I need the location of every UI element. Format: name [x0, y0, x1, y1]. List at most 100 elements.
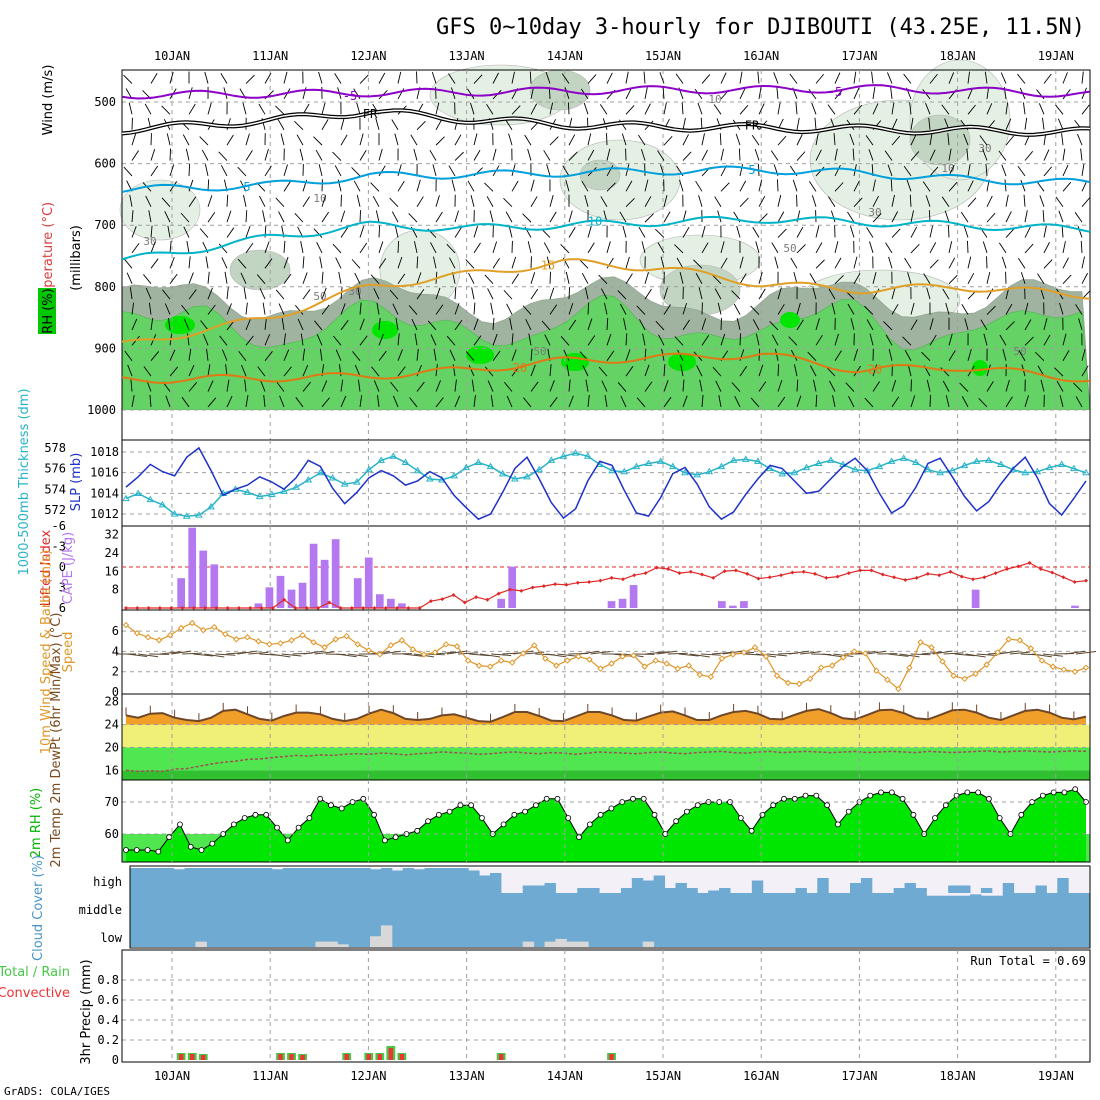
wind-barb [617, 382, 627, 392]
wind-barb [755, 333, 760, 346]
li-tick: -3 [52, 540, 66, 554]
pressure-tick: 500 [94, 95, 116, 109]
wind-barb [1074, 212, 1083, 223]
wind-barb [948, 182, 958, 192]
thickness-point [729, 456, 738, 463]
wind-barb [701, 133, 705, 146]
cloud-bar [959, 895, 971, 920]
wind-speed-point [884, 676, 891, 684]
li-point [632, 573, 637, 578]
wind-barb [340, 395, 347, 408]
cloud-bar [653, 893, 666, 920]
wind-barb [583, 102, 589, 115]
isotherm-label: -5 [343, 89, 357, 103]
wind-barb [947, 133, 950, 146]
wind-barb [984, 71, 988, 84]
cloud-bar [217, 893, 229, 920]
wind-barb [1062, 164, 1069, 177]
wind-barb [352, 351, 361, 362]
wind-barb [1042, 117, 1045, 130]
cloud-low-bar [522, 941, 535, 947]
wind-speed-point [531, 642, 538, 649]
rh-frame [121, 779, 1091, 863]
pressure-tick: 800 [94, 280, 116, 294]
cloud-bar [620, 888, 633, 893]
rh-point [284, 837, 291, 844]
rh-contour-region [229, 249, 291, 291]
wind-speed-point [784, 679, 792, 687]
rh-point [835, 821, 841, 828]
li-point [417, 606, 422, 610]
rh-point [252, 811, 259, 818]
cloud-bar [479, 875, 491, 893]
wind-barb [566, 364, 570, 377]
wind-barb [302, 364, 309, 377]
wind-barb [245, 150, 253, 161]
cloud-bar [708, 893, 720, 920]
wind-barb [739, 164, 744, 177]
rh-point [435, 811, 442, 818]
wind-barb [720, 182, 730, 192]
wind-barb [295, 397, 304, 408]
wind-barb [454, 287, 457, 300]
wind-barb [1081, 349, 1086, 361]
cloud-bar [500, 893, 513, 920]
cloud-low-bar [380, 925, 393, 947]
li-point [270, 606, 275, 610]
wind-barb [758, 179, 763, 192]
cloud-bar [250, 893, 262, 920]
li-point [564, 582, 569, 587]
wind-barb [359, 242, 368, 254]
wind-barb [131, 210, 134, 223]
wind-barb [663, 380, 669, 392]
wind-barb [549, 304, 558, 315]
bottom-date-labels: 10JAN 11JAN 12JAN 13JAN 14JAN 15JAN 16JAN 17JAN… [154, 1069, 1074, 1083]
wind-barb [245, 395, 249, 407]
wind-barb [739, 71, 743, 84]
wind-barb [257, 366, 266, 377]
wind-barb [294, 305, 304, 315]
cloud-bar [184, 893, 196, 920]
rh-point [1029, 799, 1035, 805]
wind-speed-point [707, 673, 715, 680]
wind-barb [1000, 72, 1007, 84]
thickness-point [195, 511, 203, 518]
wind-barb [606, 317, 609, 330]
cloud-bar [751, 893, 764, 920]
wind-barb [207, 380, 214, 392]
pressure-tick: 700 [94, 218, 116, 232]
wind-barb [335, 349, 342, 361]
cloud-bar [348, 868, 360, 893]
thickness-point [790, 468, 799, 476]
wind-barb [869, 241, 874, 254]
wind-barb [606, 182, 616, 192]
isotherm-line [121, 352, 1091, 385]
li-point [1004, 567, 1009, 572]
wind-barb [561, 73, 570, 84]
wind-barb [302, 272, 308, 284]
wind-barb [777, 396, 786, 408]
thickness-point [498, 469, 507, 477]
cloud-bar [773, 893, 786, 920]
wind-barb [408, 213, 418, 223]
wind-barb [397, 273, 406, 284]
isotherm-label: 15 [541, 259, 555, 273]
wind-barb [848, 396, 855, 408]
wind-barb [313, 228, 323, 238]
cape-bar [287, 589, 296, 608]
thickness-point [365, 465, 373, 473]
thickness-tick: 578 [44, 441, 66, 455]
wind-barb [454, 303, 460, 315]
wind-barb [1073, 382, 1083, 392]
wind-barb [617, 290, 627, 300]
wind-barb [373, 380, 380, 392]
wind-speed-point [288, 637, 295, 644]
wind-barb [883, 321, 893, 331]
wind-barb [1062, 333, 1067, 346]
cloud-bar [402, 893, 415, 920]
wind-barb [150, 317, 154, 330]
wind-barb [511, 273, 520, 284]
thickness-point [353, 478, 361, 485]
wind-barb [1035, 352, 1045, 362]
wind-barb [777, 211, 785, 223]
